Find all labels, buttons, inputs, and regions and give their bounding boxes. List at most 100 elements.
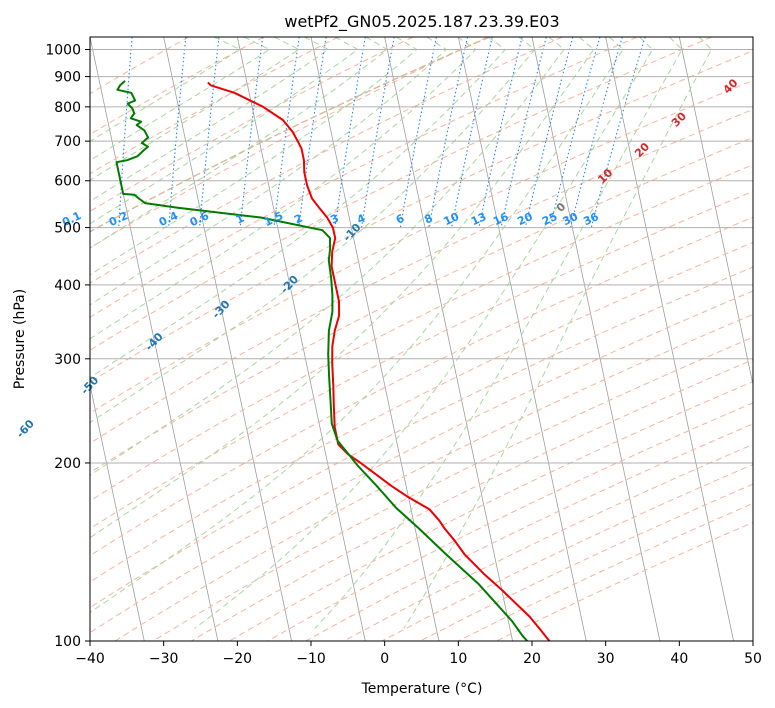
x-tick-label: 50 (744, 651, 762, 667)
isotherm-label: -20 (278, 273, 301, 297)
mixing-ratio-label: 36 (581, 210, 601, 228)
dry-adiabat-line (90, 37, 414, 213)
mixing-ratio-line (334, 37, 366, 228)
dry-adiabat-label: 20 (632, 140, 652, 160)
mixing-ratio-label: 20 (515, 210, 535, 228)
dry-adiabat-label: 30 (669, 109, 689, 129)
mixing-ratio-line (273, 37, 300, 228)
y-axis: 100 200 300 400 500 600 700 800 900 1000 (45, 43, 90, 650)
isotherm-label: -30 (210, 297, 233, 321)
y-tick-label: 400 (54, 278, 81, 294)
dry-adiabat-line (90, 190, 753, 530)
dry-adiabat-line (114, 313, 753, 641)
background-lines (72, 37, 753, 641)
isotherm-line (678, 37, 753, 387)
x-tick-label: −10 (296, 651, 326, 667)
y-tick-label: 600 (54, 174, 81, 190)
dewpoint-line (115, 80, 529, 641)
dry-adiabat-line (90, 79, 753, 414)
moist-adiabat-line (90, 37, 330, 202)
dry-adiabat-line (419, 483, 753, 641)
mixing-ratio-line (590, 37, 646, 228)
x-tick-label: −40 (75, 651, 105, 667)
y-tick-label: 100 (54, 634, 81, 650)
x-tick-label: −20 (223, 651, 253, 667)
dry-adiabat-line (90, 136, 753, 474)
mixing-ratio-line (72, 37, 82, 228)
moist-adiabat-line (90, 37, 448, 306)
dry-adiabat-line (191, 359, 753, 641)
mixing-ratio-line (524, 37, 574, 228)
dry-adiabat-line (90, 216, 753, 557)
mixing-ratio-label: 13 (469, 210, 488, 228)
moist-adiabat-line (194, 37, 654, 629)
temperature-line (207, 81, 551, 641)
isoline-labels: -100-90-80-70-60-50-40-30-20-100.10.20.4… (14, 76, 741, 440)
moist-adiabat-line (90, 37, 506, 379)
dry-adiabat-line (229, 380, 753, 641)
moist-adiabat-line (90, 37, 271, 162)
dry-adiabat-line (90, 37, 712, 351)
mixing-ratio-line (239, 37, 264, 228)
isotherm-line (531, 37, 661, 641)
dry-adiabat-label: 0 (554, 200, 569, 215)
x-tick-label: 40 (670, 651, 688, 667)
profile-lines (115, 80, 551, 641)
mixing-ratio-line (549, 37, 601, 228)
mixing-ratio-label: 6 (394, 211, 407, 226)
moist-adiabat-line (403, 37, 713, 629)
isotherm-line (752, 37, 753, 39)
y-tick-label: 500 (54, 221, 81, 237)
moist-adiabat-line (90, 37, 389, 249)
mixing-ratio-label: 25 (540, 210, 559, 228)
x-tick-label: 30 (597, 651, 615, 667)
isotherm-line (90, 37, 219, 641)
moist-adiabat-line (90, 37, 477, 340)
isotherm-line (90, 382, 145, 641)
y-tick-label: 1000 (45, 43, 81, 59)
mixing-ratio-label: 16 (491, 210, 511, 228)
y-axis-title: Pressure (hPa) (12, 289, 28, 389)
mixing-ratio-line (428, 37, 469, 228)
moist-adiabat-line (90, 37, 536, 424)
isotherm-line (163, 37, 292, 641)
dry-adiabat-line (90, 164, 753, 502)
mixing-ratio-line (399, 37, 437, 228)
y-tick-label: 700 (54, 134, 81, 150)
isotherm-line (236, 37, 366, 641)
mixing-ratio-line (500, 37, 547, 228)
mixing-ratio-line (569, 37, 623, 228)
mixing-ratio-line (478, 37, 523, 228)
isotherm-line (384, 37, 513, 641)
y-tick-label: 200 (54, 456, 81, 472)
moist-adiabat-line (314, 37, 683, 629)
x-tick-label: −30 (149, 651, 179, 667)
x-tick-label: 0 (380, 651, 389, 667)
dry-adiabat-line (90, 37, 190, 95)
dry-adiabat-line (90, 37, 563, 284)
mixing-ratio-label: 1.5 (262, 209, 285, 229)
dry-adiabat-line (90, 37, 264, 135)
moist-adiabat-line (90, 37, 565, 476)
x-tick-label: 20 (523, 651, 541, 667)
y-tick-label: 300 (54, 352, 81, 368)
chart-title: wetPf2_GN05.2025.187.23.39.E03 (284, 12, 559, 32)
isotherm-label: -40 (143, 330, 166, 354)
x-axis-title: Temperature (°C) (361, 681, 483, 697)
plot-frame (89, 36, 754, 642)
moist-adiabat-line (90, 37, 359, 225)
dry-adiabat-line (90, 37, 339, 175)
dry-adiabat-line (152, 336, 753, 641)
x-axis: −40 −30 −20 −10 0 10 20 30 40 50 (75, 641, 762, 667)
dry-adiabat-label: 40 (721, 76, 741, 96)
mixing-ratio-line (199, 37, 220, 228)
mixing-ratio-line (451, 37, 493, 228)
pressure-gridlines (90, 49, 753, 641)
dry-adiabat-line (90, 50, 753, 383)
isotherm-line (457, 37, 587, 641)
mixing-ratio-line (118, 37, 133, 228)
dry-adiabat-line (90, 37, 638, 318)
mixing-ratio-label: 1 (234, 212, 246, 227)
mixing-ratio-label: 0.4 (157, 209, 180, 229)
